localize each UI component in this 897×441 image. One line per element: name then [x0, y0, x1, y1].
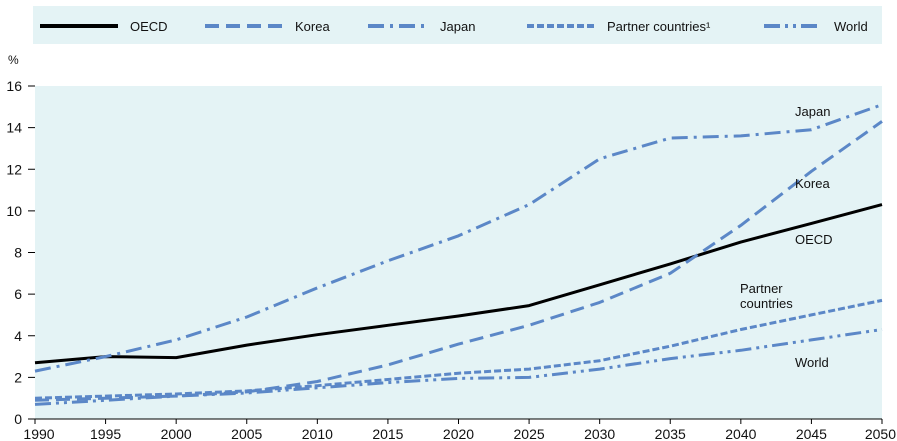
x-tick-label: 2005 — [231, 426, 262, 441]
legend-label-japan: Japan — [440, 19, 475, 34]
legend: OECD Korea Japan Partner countries¹ World — [33, 6, 882, 44]
direct-label-partner-countries: Partner countries — [740, 281, 793, 311]
series-line-world — [34, 328, 883, 406]
series-line-oecd — [34, 203, 883, 365]
y-axis: 0 2 4 6 8 10 12 14 16 — [6, 78, 35, 427]
direct-labels: OECD Korea Japan Partner countries World — [740, 104, 833, 370]
series-line-japan — [34, 103, 883, 373]
y-tick-label: 16 — [6, 78, 22, 94]
y-tick-label: 0 — [14, 411, 22, 427]
x-axis: 1990 1995 2000 2005 2010 2015 2020 2025 2030 2035… — [23, 419, 896, 441]
x-tick-label: 2030 — [584, 426, 615, 441]
direct-label-world: World — [795, 355, 829, 370]
x-tick-label: 1990 — [23, 426, 54, 441]
legend-label-korea: Korea — [295, 19, 330, 34]
y-tick-label: 10 — [6, 203, 22, 219]
x-tick-label: 2020 — [443, 426, 474, 441]
series-line-korea — [34, 120, 883, 402]
y-tick-label: 4 — [14, 328, 22, 344]
x-tick-label: 1995 — [90, 426, 121, 441]
y-tick-label: 2 — [14, 369, 22, 385]
x-tick-label: 2045 — [796, 426, 827, 441]
x-tick-label: 2000 — [161, 426, 192, 441]
plot-area — [35, 86, 882, 419]
y-tick-label: 12 — [6, 161, 22, 177]
y-axis-label: % — [8, 53, 19, 67]
x-tick-label: 2040 — [725, 426, 756, 441]
y-tick-label: 8 — [14, 245, 22, 261]
direct-label-japan: Japan — [795, 104, 830, 119]
x-tick-label: 2025 — [514, 426, 545, 441]
series-layer — [34, 103, 883, 406]
x-tick-label: 2050 — [865, 426, 896, 441]
x-tick-label: 2035 — [655, 426, 686, 441]
legend-label-world: World — [834, 19, 868, 34]
direct-label-oecd: OECD — [795, 232, 833, 247]
legend-label-partner-countries: Partner countries¹ — [607, 19, 711, 34]
x-tick-label: 2010 — [302, 426, 333, 441]
legend-label-oecd: OECD — [130, 19, 168, 34]
series-line-partner-countries — [34, 298, 883, 400]
x-tick-label: 2015 — [372, 426, 403, 441]
y-tick-label: 6 — [14, 286, 22, 302]
direct-label-korea: Korea — [795, 176, 830, 191]
y-tick-label: 14 — [6, 120, 22, 136]
legend-box — [33, 6, 882, 44]
